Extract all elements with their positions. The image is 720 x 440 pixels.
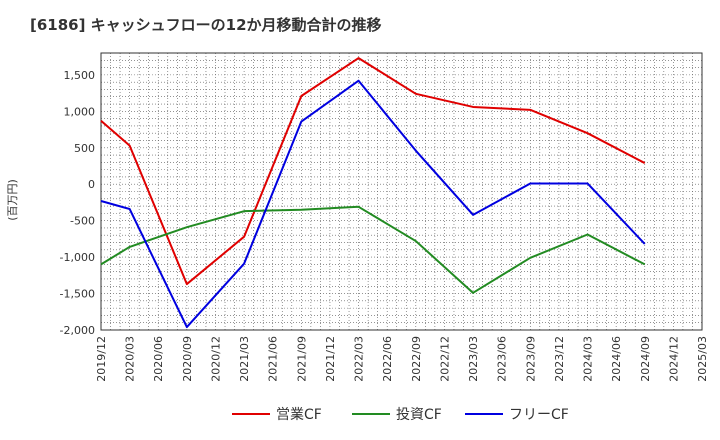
plot-frame xyxy=(100,52,703,331)
series-line-1 xyxy=(100,205,646,294)
chart-title: [6186] キャッシュフローの12か月移動合計の推移 xyxy=(30,16,382,34)
x-tick-label: 2024/03 xyxy=(582,336,595,382)
y-tick-label: 1,000 xyxy=(64,105,96,118)
x-tick-label: 2021/09 xyxy=(295,336,308,382)
legend-label: フリーCF xyxy=(509,407,569,423)
y-tick-label: -1,000 xyxy=(60,251,95,264)
x-tick-label: 2024/09 xyxy=(639,336,652,382)
x-tick-label: 2022/03 xyxy=(353,336,366,382)
y-tick-label: -2,000 xyxy=(60,324,95,337)
x-tick-label: 2020/06 xyxy=(152,336,165,382)
x-tick-label: 2021/12 xyxy=(324,336,337,382)
legend: 営業CF 投資CF フリーCF xyxy=(232,407,569,423)
y-tick-label: 0 xyxy=(88,178,95,191)
x-tick-label: 2025/03 xyxy=(696,336,709,382)
x-tick-label: 2023/06 xyxy=(496,336,509,382)
y-tick-label: -1,500 xyxy=(60,288,95,301)
x-axis: 2019/12 2020/03 2020/06 2020/09 2020/12 2021/… xyxy=(95,336,709,382)
grid xyxy=(101,53,702,330)
x-tick-label: 2021/03 xyxy=(238,336,251,382)
x-tick-label: 2020/12 xyxy=(209,336,222,382)
x-tick-label: 2022/12 xyxy=(438,336,451,382)
x-tick-label: 2022/06 xyxy=(381,336,394,382)
legend-label: 営業CF xyxy=(276,407,322,423)
x-tick-label: 2023/12 xyxy=(553,336,566,382)
x-tick-label: 2024/12 xyxy=(667,336,680,382)
y-tick-label: -500 xyxy=(70,215,95,228)
x-tick-label: 2024/06 xyxy=(610,336,623,382)
y-axis: -2,000 -1,500 -1,000 -500 0 500 1,000 1,500 xyxy=(60,69,95,337)
series-group xyxy=(100,57,646,329)
x-tick-label: 2020/03 xyxy=(124,336,137,382)
y-tick-label: 1,500 xyxy=(64,69,96,82)
y-axis-label: (百万円) xyxy=(6,179,19,221)
x-tick-label: 2022/09 xyxy=(410,336,423,382)
series-line-2 xyxy=(100,79,646,329)
x-tick-label: 2023/03 xyxy=(467,336,480,382)
x-tick-label: 2021/06 xyxy=(267,336,280,382)
x-tick-label: 2023/09 xyxy=(524,336,537,382)
x-tick-label: 2020/09 xyxy=(181,336,194,382)
y-tick-label: 500 xyxy=(74,142,95,155)
legend-label: 投資CF xyxy=(396,407,442,423)
x-tick-label: 2019/12 xyxy=(95,336,108,382)
series-line-0 xyxy=(100,57,646,286)
